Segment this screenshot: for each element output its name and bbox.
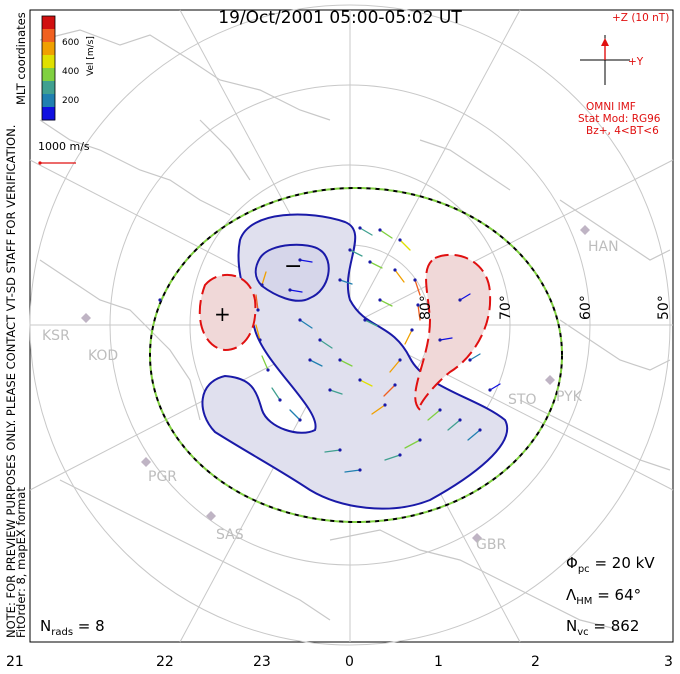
- colorbar-swatch: [42, 42, 55, 56]
- site-label-kod: KOD: [88, 348, 119, 364]
- stat-phi-pc: Φpc = 20 kV: [566, 554, 655, 575]
- stat-lambda-hm-sub: HM: [576, 596, 593, 607]
- colorbar-swatch: [42, 107, 55, 121]
- hour-label-23: 23: [253, 654, 271, 670]
- fitorder-note: FitOrder: 8, mapEX format: [14, 487, 28, 638]
- colorbar-label: Vel [m/s]: [86, 36, 96, 76]
- imf-model: Stat Mod: RG96: [578, 113, 661, 125]
- stat-phi-pc-sub: pc: [577, 564, 590, 575]
- hour-label-0: 0: [345, 654, 354, 670]
- site-label-sto: STO: [508, 392, 537, 408]
- colorbar-swatch: [42, 29, 55, 43]
- stat-n-vc-value: = 862: [588, 617, 640, 635]
- velocity-vectors: [255, 227, 501, 473]
- stat-phi-pc-value: = 20 kV: [589, 554, 655, 572]
- positive-cell-label: +: [214, 302, 231, 326]
- reference-vector-origin: [38, 161, 42, 165]
- stat-lambda-hm-value: = 64°: [592, 586, 642, 604]
- colorbar-swatch: [42, 94, 55, 108]
- colorbar-tick-200: 200: [62, 96, 80, 106]
- colorbar-tick-400: 400: [62, 67, 80, 77]
- hm-boundary-green: [149, 187, 563, 523]
- site-label-sas: SAS: [216, 527, 244, 543]
- hour-label-1: 1: [434, 654, 443, 670]
- site-label-gbr: GBR: [476, 537, 507, 553]
- coastlines: [39, 29, 671, 631]
- site-label-pyk: PYK: [556, 389, 582, 405]
- stat-lambda-hm: ΛHM = 64°: [566, 586, 641, 607]
- hour-label-2: 2: [531, 654, 540, 670]
- latitude-label-70: 70°: [498, 295, 514, 320]
- stat-n-rads-symbol: N: [40, 617, 52, 635]
- negative-cell-core: [254, 243, 330, 302]
- latitude-label-80: 80°: [418, 295, 434, 320]
- colorbar: [41, 15, 56, 121]
- colorbar-swatch: [42, 68, 55, 82]
- imf-condition: Bz+, 4<BT<6: [586, 125, 659, 137]
- latitude-label-60: 60°: [578, 295, 594, 320]
- stat-n-rads-value: = 8: [73, 617, 105, 635]
- imf-dial: [580, 35, 630, 85]
- imf-z-label: +Z (10 nT): [612, 12, 670, 24]
- imf-source: OMNI IMF: [586, 101, 636, 113]
- site-label-pgr: PGR: [148, 469, 178, 485]
- vector-origins: [158, 226, 492, 472]
- hour-label-22: 22: [156, 654, 174, 670]
- coords-note: MLT coordinates: [14, 12, 28, 105]
- negative-cell-label: −: [284, 254, 303, 279]
- site-label-ksr: KSR: [42, 328, 70, 344]
- hour-label-21: 21: [6, 654, 24, 670]
- stat-n-rads: Nrads = 8: [40, 617, 105, 638]
- stat-lambda-hm-symbol: Λ: [566, 586, 577, 604]
- site-label-han: HAN: [588, 239, 619, 255]
- radar-site-markers: [81, 225, 590, 543]
- colorbar-border: [41, 15, 56, 121]
- stat-n-vc-symbol: N: [566, 617, 578, 635]
- colorbar-swatch: [42, 81, 55, 95]
- stat-phi-pc-symbol: Φ: [566, 554, 578, 572]
- stat-n-vc-sub: vc: [577, 627, 589, 638]
- stat-n-rads-sub: rads: [51, 627, 74, 638]
- colorbar-swatch: [42, 16, 55, 30]
- positive-cell-right: [414, 253, 492, 412]
- stat-n-vc: Nvc = 862: [566, 617, 639, 638]
- colorbar-swatch: [42, 55, 55, 69]
- positive-cell-left: [198, 273, 257, 352]
- hour-label-3: 3: [664, 654, 673, 670]
- latitude-label-50: 50°: [656, 295, 672, 320]
- colorbar-tick-600: 600: [62, 38, 80, 48]
- imf-y-label: +Y: [628, 56, 644, 68]
- map-title: 19/Oct/2001 05:00-05:02 UT: [218, 8, 462, 28]
- reference-vector-label: 1000 m/s: [38, 140, 90, 153]
